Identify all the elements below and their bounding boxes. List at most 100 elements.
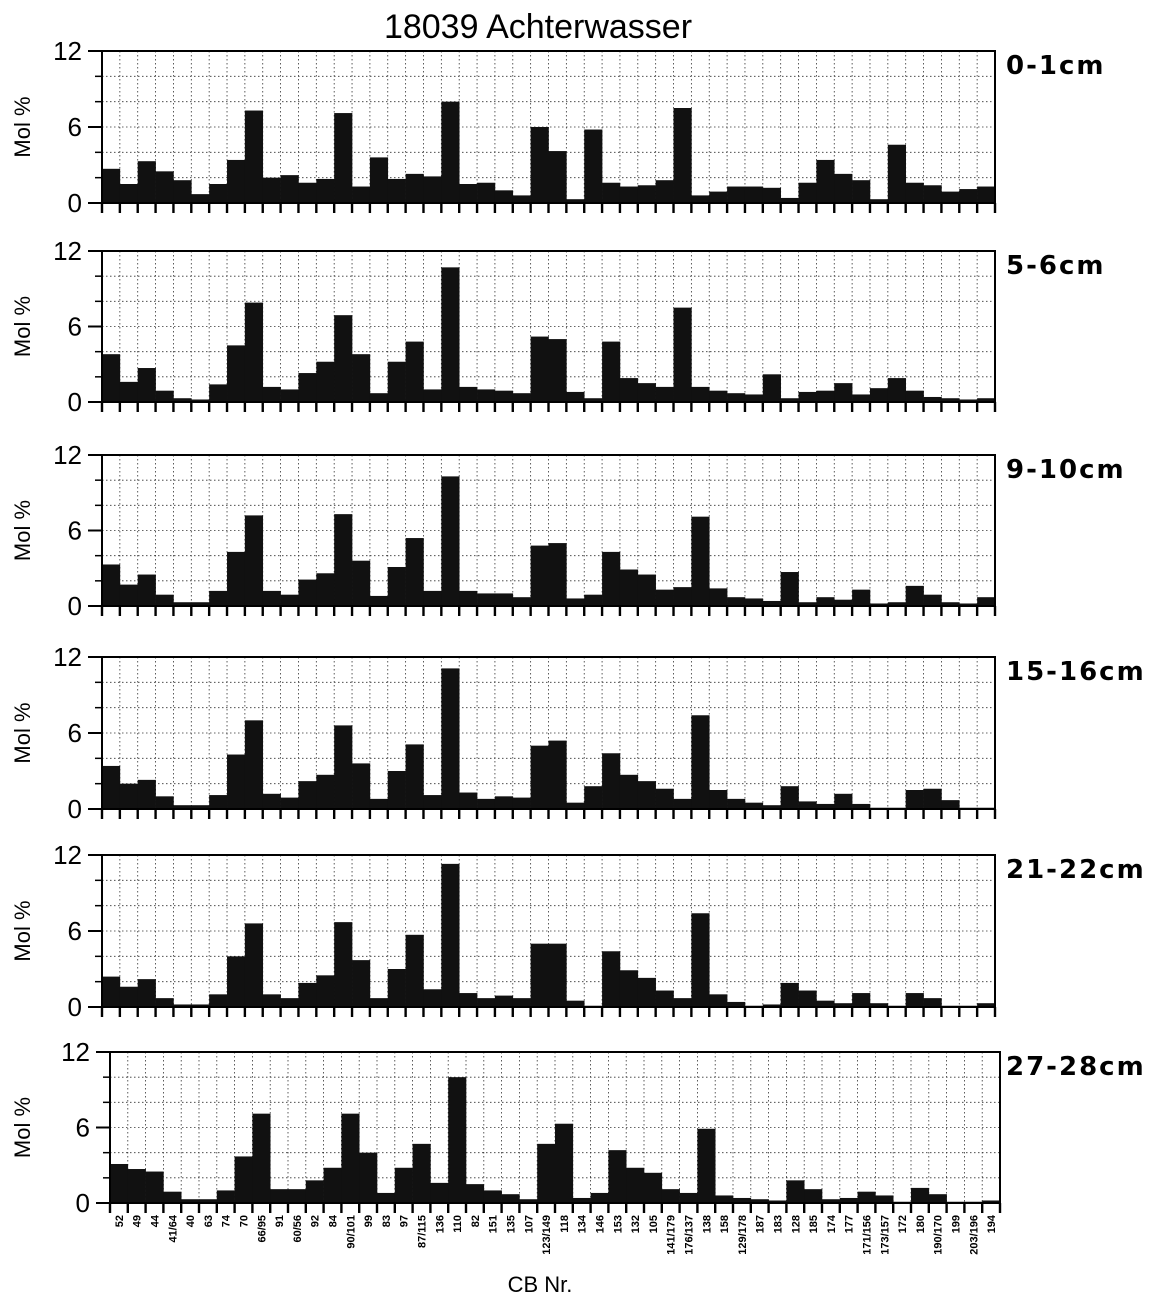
bar-177: [834, 599, 853, 606]
bar-173/157: [869, 199, 889, 203]
bar-132: [619, 774, 639, 809]
bar-132: [626, 1167, 645, 1203]
y-tick-label: 12: [53, 642, 82, 672]
bar-63: [191, 805, 210, 809]
bar-41/64: [155, 796, 174, 809]
bar-183: [768, 1200, 787, 1203]
x-tick-label: 158: [719, 1215, 731, 1233]
bar-44: [137, 779, 156, 809]
bar-171/156: [857, 1191, 876, 1203]
bar-171/156: [852, 803, 871, 809]
y-tick-label: 6: [68, 916, 82, 946]
x-tick-label: 138: [701, 1215, 713, 1233]
x-tick-label: 203/196: [968, 1215, 980, 1255]
bar-123/149: [530, 127, 549, 203]
bar-118: [548, 943, 567, 1007]
bar-123/149: [537, 1143, 556, 1203]
bar-174: [816, 803, 835, 809]
bar-91: [262, 386, 281, 402]
bar-172: [887, 602, 906, 606]
bar-105: [637, 383, 656, 402]
bar-128: [780, 572, 799, 606]
bar-134: [566, 1000, 585, 1007]
bar-97: [387, 361, 406, 402]
bar-158: [709, 994, 728, 1007]
bar-151: [477, 593, 496, 606]
panel-depth-label: 27-28cm: [1006, 1052, 1146, 1082]
bar-194: [982, 1200, 1001, 1203]
bar-128: [786, 1180, 805, 1203]
bar-90/101: [334, 725, 353, 809]
bar-151: [477, 182, 496, 203]
bar-44: [137, 979, 156, 1007]
x-tick-label: 41/64: [167, 1214, 179, 1242]
bar-66/95: [244, 923, 264, 1007]
bar-44: [145, 1171, 164, 1203]
x-tick-label: 171/156: [862, 1215, 874, 1255]
bar-174: [816, 597, 835, 606]
x-tick-label: 153: [612, 1215, 624, 1233]
bar-141/179: [655, 180, 674, 203]
bar-105: [637, 977, 656, 1007]
bar-138: [691, 715, 710, 809]
bar-92: [298, 982, 317, 1007]
bar-129/178: [727, 393, 746, 402]
bar-110: [441, 267, 460, 402]
y-tick-label: 12: [53, 440, 82, 470]
bar-91: [262, 590, 281, 606]
bar-63: [191, 602, 210, 606]
y-tick-label: 6: [76, 1113, 90, 1143]
bar-190/170: [928, 1194, 947, 1203]
bar-83: [377, 1192, 396, 1203]
x-tick-label: 66/95: [256, 1215, 268, 1243]
bar-97: [387, 566, 406, 606]
bar-158: [715, 1195, 734, 1203]
bar-92: [305, 1180, 324, 1203]
x-tick-label: 91: [274, 1215, 286, 1227]
bar-63: [191, 1004, 210, 1007]
bar-123/149: [530, 336, 549, 402]
bar-185: [798, 990, 817, 1007]
x-tick-label: 49: [132, 1215, 144, 1227]
bar-87/115: [405, 744, 424, 809]
bar-107: [512, 195, 531, 203]
bar-105: [637, 574, 656, 606]
bar-176/137: [679, 1192, 698, 1203]
bar-141/179: [661, 1189, 680, 1203]
x-tick-label: 129/178: [737, 1215, 749, 1255]
bar-44: [137, 161, 156, 203]
bar-136: [430, 1182, 449, 1203]
x-tick-label: 128: [790, 1215, 802, 1233]
bar-171/156: [852, 993, 871, 1007]
bar-110: [441, 668, 460, 809]
bar-180: [905, 790, 924, 809]
bar-177: [834, 173, 853, 203]
y-tick-label: 0: [68, 992, 82, 1022]
chart-title: 18039 Achterwasser: [383, 8, 693, 46]
bar-40: [173, 398, 192, 402]
bar-151: [477, 998, 496, 1007]
bar-70: [227, 754, 246, 809]
bar-158: [709, 790, 728, 809]
bar-74: [209, 795, 228, 809]
bar-136: [423, 989, 442, 1007]
bar-44: [137, 368, 156, 402]
bar-66/95: [252, 1113, 271, 1203]
chart-panel-0-1cm: 0 6 12 Mol % 0-1cm: [10, 36, 1103, 218]
bar-74: [209, 184, 228, 203]
bar-40: [173, 180, 192, 203]
x-axis-label: CB Nr.: [508, 1272, 573, 1297]
bar-123/149: [530, 943, 549, 1007]
bar-180: [905, 585, 924, 606]
bar-97: [394, 1167, 413, 1203]
bar-82: [459, 590, 478, 606]
bar-83: [369, 157, 389, 203]
bar-49: [119, 184, 139, 203]
bar-52: [110, 1163, 129, 1203]
bar-83: [369, 595, 389, 606]
bar-87/115: [405, 341, 424, 402]
bar-176/137: [673, 307, 692, 402]
bar-84: [316, 573, 335, 606]
bar-91: [262, 994, 281, 1007]
bar-70: [234, 1156, 253, 1203]
